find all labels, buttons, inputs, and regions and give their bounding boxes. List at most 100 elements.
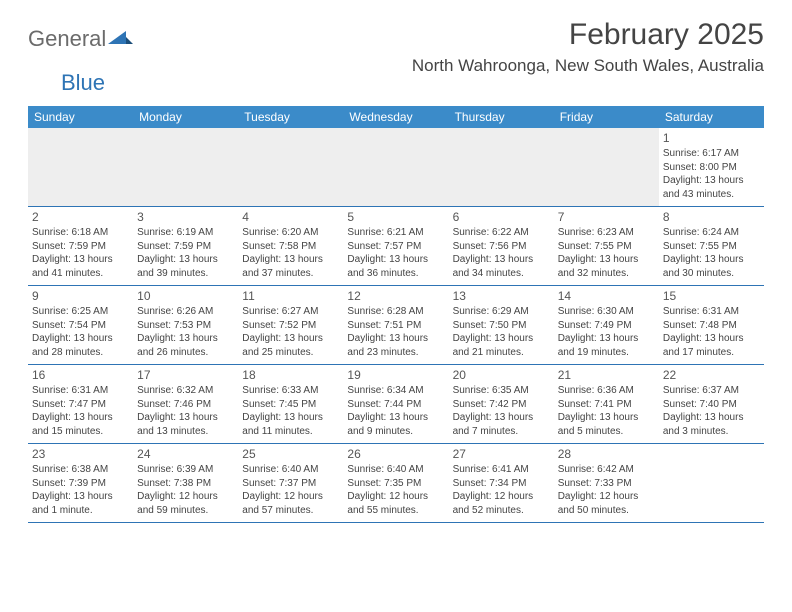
- day-sunrise: Sunrise: 6:20 AM: [242, 226, 339, 240]
- day-sunrise: Sunrise: 6:30 AM: [558, 305, 655, 319]
- day-cell-blank: [449, 128, 554, 206]
- day-sunrise: Sunrise: 6:42 AM: [558, 463, 655, 477]
- day-cell: 9Sunrise: 6:25 AMSunset: 7:54 PMDaylight…: [28, 286, 133, 364]
- day-cell: 27Sunrise: 6:41 AMSunset: 7:34 PMDayligh…: [449, 444, 554, 522]
- day-number: 21: [558, 367, 655, 383]
- weekday-header-row: SundayMondayTuesdayWednesdayThursdayFrid…: [28, 106, 764, 128]
- day-daylight2: and 37 minutes.: [242, 267, 339, 281]
- day-sunrise: Sunrise: 6:40 AM: [242, 463, 339, 477]
- day-sunrise: Sunrise: 6:40 AM: [347, 463, 444, 477]
- title-block: February 2025 North Wahroonga, New South…: [412, 18, 764, 76]
- day-sunrise: Sunrise: 6:37 AM: [663, 384, 760, 398]
- day-daylight2: and 3 minutes.: [663, 425, 760, 439]
- day-sunrise: Sunrise: 6:18 AM: [32, 226, 129, 240]
- day-cell: 12Sunrise: 6:28 AMSunset: 7:51 PMDayligh…: [343, 286, 448, 364]
- day-sunset: Sunset: 7:54 PM: [32, 319, 129, 333]
- day-daylight1: Daylight: 13 hours: [347, 253, 444, 267]
- day-daylight2: and 15 minutes.: [32, 425, 129, 439]
- day-daylight1: Daylight: 13 hours: [453, 253, 550, 267]
- day-number: 2: [32, 209, 129, 225]
- day-cell-blank: [554, 128, 659, 206]
- day-sunrise: Sunrise: 6:33 AM: [242, 384, 339, 398]
- day-cell: 15Sunrise: 6:31 AMSunset: 7:48 PMDayligh…: [659, 286, 764, 364]
- day-cell: 18Sunrise: 6:33 AMSunset: 7:45 PMDayligh…: [238, 365, 343, 443]
- day-sunset: Sunset: 7:41 PM: [558, 398, 655, 412]
- day-sunrise: Sunrise: 6:26 AM: [137, 305, 234, 319]
- day-number: 18: [242, 367, 339, 383]
- day-sunrise: Sunrise: 6:28 AM: [347, 305, 444, 319]
- day-daylight1: Daylight: 12 hours: [347, 490, 444, 504]
- day-sunset: Sunset: 7:52 PM: [242, 319, 339, 333]
- day-daylight2: and 26 minutes.: [137, 346, 234, 360]
- weekday-header: Tuesday: [238, 106, 343, 128]
- day-sunset: Sunset: 7:34 PM: [453, 477, 550, 491]
- day-sunrise: Sunrise: 6:38 AM: [32, 463, 129, 477]
- day-number: 11: [242, 288, 339, 304]
- weekday-header: Wednesday: [343, 106, 448, 128]
- day-number: 19: [347, 367, 444, 383]
- day-daylight1: Daylight: 12 hours: [137, 490, 234, 504]
- day-daylight2: and 50 minutes.: [558, 504, 655, 518]
- day-cell-blank: [238, 128, 343, 206]
- day-sunset: Sunset: 7:56 PM: [453, 240, 550, 254]
- day-sunrise: Sunrise: 6:31 AM: [663, 305, 760, 319]
- week-row: 9Sunrise: 6:25 AMSunset: 7:54 PMDaylight…: [28, 286, 764, 365]
- day-daylight2: and 5 minutes.: [558, 425, 655, 439]
- day-sunset: Sunset: 7:38 PM: [137, 477, 234, 491]
- day-daylight2: and 9 minutes.: [347, 425, 444, 439]
- logo-text-blue: Blue: [61, 70, 105, 95]
- day-sunset: Sunset: 7:44 PM: [347, 398, 444, 412]
- calendar-grid: SundayMondayTuesdayWednesdayThursdayFrid…: [28, 106, 764, 523]
- day-number: 14: [558, 288, 655, 304]
- day-number: 24: [137, 446, 234, 462]
- logo-text-general: General: [28, 26, 106, 52]
- weekday-header: Monday: [133, 106, 238, 128]
- day-sunset: Sunset: 7:42 PM: [453, 398, 550, 412]
- day-number: 9: [32, 288, 129, 304]
- day-cell: 28Sunrise: 6:42 AMSunset: 7:33 PMDayligh…: [554, 444, 659, 522]
- day-number: 6: [453, 209, 550, 225]
- day-daylight2: and 59 minutes.: [137, 504, 234, 518]
- day-daylight2: and 28 minutes.: [32, 346, 129, 360]
- day-number: 28: [558, 446, 655, 462]
- day-daylight1: Daylight: 13 hours: [347, 332, 444, 346]
- day-number: 7: [558, 209, 655, 225]
- day-number: 16: [32, 367, 129, 383]
- day-sunrise: Sunrise: 6:27 AM: [242, 305, 339, 319]
- day-sunset: Sunset: 7:46 PM: [137, 398, 234, 412]
- logo-triangle-icon: [108, 28, 134, 51]
- day-cell: 13Sunrise: 6:29 AMSunset: 7:50 PMDayligh…: [449, 286, 554, 364]
- day-cell: 8Sunrise: 6:24 AMSunset: 7:55 PMDaylight…: [659, 207, 764, 285]
- day-daylight1: Daylight: 13 hours: [663, 411, 760, 425]
- day-number: 15: [663, 288, 760, 304]
- day-sunset: Sunset: 7:51 PM: [347, 319, 444, 333]
- day-sunrise: Sunrise: 6:34 AM: [347, 384, 444, 398]
- day-sunrise: Sunrise: 6:21 AM: [347, 226, 444, 240]
- weekday-header: Sunday: [28, 106, 133, 128]
- day-cell-blank: [343, 128, 448, 206]
- day-daylight1: Daylight: 13 hours: [32, 332, 129, 346]
- day-cell: 6Sunrise: 6:22 AMSunset: 7:56 PMDaylight…: [449, 207, 554, 285]
- day-daylight2: and 30 minutes.: [663, 267, 760, 281]
- day-cell-blank: [133, 128, 238, 206]
- day-number: 3: [137, 209, 234, 225]
- day-sunset: Sunset: 7:40 PM: [663, 398, 760, 412]
- day-cell: 11Sunrise: 6:27 AMSunset: 7:52 PMDayligh…: [238, 286, 343, 364]
- day-sunset: Sunset: 7:33 PM: [558, 477, 655, 491]
- day-daylight1: Daylight: 13 hours: [558, 332, 655, 346]
- day-daylight2: and 57 minutes.: [242, 504, 339, 518]
- day-sunrise: Sunrise: 6:24 AM: [663, 226, 760, 240]
- day-daylight1: Daylight: 12 hours: [558, 490, 655, 504]
- day-daylight2: and 55 minutes.: [347, 504, 444, 518]
- day-daylight2: and 11 minutes.: [242, 425, 339, 439]
- day-sunrise: Sunrise: 6:35 AM: [453, 384, 550, 398]
- day-cell: 23Sunrise: 6:38 AMSunset: 7:39 PMDayligh…: [28, 444, 133, 522]
- day-number: 22: [663, 367, 760, 383]
- day-number: 20: [453, 367, 550, 383]
- day-cell: 26Sunrise: 6:40 AMSunset: 7:35 PMDayligh…: [343, 444, 448, 522]
- day-sunrise: Sunrise: 6:41 AM: [453, 463, 550, 477]
- day-daylight2: and 41 minutes.: [32, 267, 129, 281]
- day-sunset: Sunset: 7:48 PM: [663, 319, 760, 333]
- day-daylight2: and 23 minutes.: [347, 346, 444, 360]
- day-cell: 4Sunrise: 6:20 AMSunset: 7:58 PMDaylight…: [238, 207, 343, 285]
